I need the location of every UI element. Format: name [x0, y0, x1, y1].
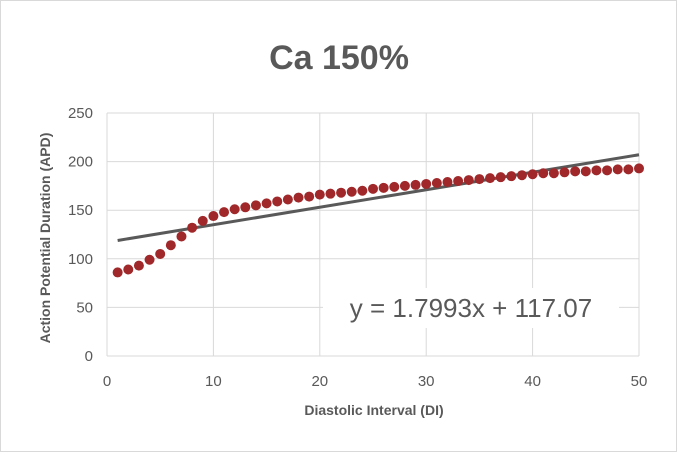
data-point [602, 165, 613, 176]
data-point [463, 175, 474, 186]
trendline-equation: y = 1.7993x + 117.07 [350, 293, 592, 323]
data-point [548, 168, 559, 179]
gridlines [106, 112, 640, 357]
data-point [219, 207, 230, 218]
data-point [421, 178, 432, 189]
data-point [399, 180, 410, 191]
data-point [570, 166, 581, 177]
data-point [580, 166, 591, 177]
x-tick-label: 0 [103, 373, 111, 390]
y-axis-ticks: 0 50 100 150 200 250 [68, 105, 93, 365]
data-point [325, 188, 336, 199]
data-point [314, 189, 325, 200]
data-point [272, 196, 283, 207]
data-point [240, 202, 251, 213]
y-tick-label: 0 [85, 348, 93, 365]
data-point [250, 200, 261, 211]
data-point [495, 172, 506, 183]
data-point [442, 177, 453, 188]
y-tick-label: 150 [68, 202, 93, 219]
y-axis-label: Action Potential Duration (APD) [37, 133, 53, 344]
y-tick-label: 250 [68, 105, 93, 122]
data-point [368, 183, 378, 194]
data-point [229, 204, 240, 215]
data-point [506, 171, 517, 182]
data-point [623, 164, 634, 175]
data-point [261, 198, 272, 209]
data-point [634, 163, 644, 174]
data-point [155, 248, 166, 259]
x-tick-label: 50 [631, 373, 648, 390]
data-point [612, 164, 623, 175]
data-point [378, 182, 389, 193]
y-tick-label: 50 [76, 299, 93, 316]
data-point [282, 194, 293, 205]
data-point [516, 170, 527, 181]
data-point [474, 174, 485, 185]
x-tick-label: 40 [524, 373, 541, 390]
equation-background [323, 288, 619, 328]
data-point [197, 215, 208, 226]
data-point [336, 187, 347, 198]
chart-title: Ca 150% [269, 39, 409, 77]
data-point [144, 254, 155, 265]
data-point [346, 186, 357, 197]
data-point [410, 179, 421, 190]
data-point [176, 231, 187, 242]
x-axis-label: Diastolic Interval (DI) [304, 402, 443, 418]
data-point [165, 240, 176, 251]
data-point [591, 165, 602, 176]
data-point [112, 267, 123, 278]
data-point [293, 192, 304, 203]
data-point [389, 181, 400, 192]
data-point [123, 264, 134, 275]
data-point [208, 211, 219, 222]
y-tick-label: 200 [68, 154, 93, 171]
data-point [431, 177, 442, 188]
data-point [357, 185, 368, 196]
y-tick-label: 100 [68, 251, 93, 268]
data-point [485, 173, 496, 184]
data-point [527, 169, 538, 180]
data-point [304, 191, 315, 202]
data-point [133, 260, 144, 271]
data-point [538, 168, 549, 179]
data-point [453, 176, 464, 187]
data-points [112, 163, 644, 278]
data-point [559, 167, 570, 178]
x-axis-ticks: 0 10 20 30 40 50 [103, 373, 648, 390]
x-tick-label: 30 [418, 373, 435, 390]
x-tick-label: 10 [205, 373, 222, 390]
data-point [187, 222, 198, 233]
x-tick-label: 20 [311, 373, 328, 390]
